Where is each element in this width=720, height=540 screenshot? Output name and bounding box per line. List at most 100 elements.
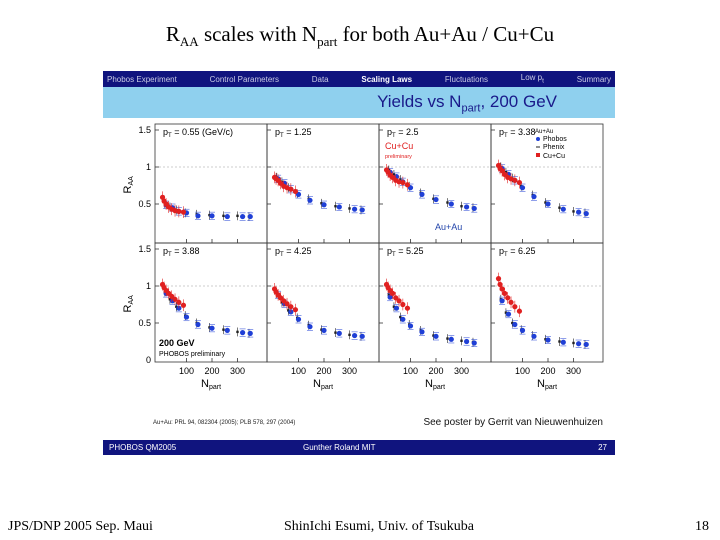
phobos-point xyxy=(307,324,313,330)
title-text-r: R xyxy=(165,22,180,46)
phenix-point xyxy=(511,321,514,325)
phenix-point xyxy=(348,333,351,337)
banner-title-sub: part xyxy=(461,102,481,115)
phenix-point xyxy=(348,207,351,210)
annotation-auau: Au+Au xyxy=(435,222,462,232)
panel-label: pT = 2.5 xyxy=(387,127,418,139)
phobos-point xyxy=(195,213,201,219)
phenix-point xyxy=(334,331,337,334)
phenix-point xyxy=(572,210,575,213)
y-tick-label: 0.5 xyxy=(138,199,151,209)
phenix-point xyxy=(208,326,211,329)
cucu-point xyxy=(508,299,514,305)
phenix-point xyxy=(287,309,290,312)
x-tick-label: 200 xyxy=(540,366,555,376)
phenix-point xyxy=(320,202,323,205)
phenix-point xyxy=(399,315,402,319)
cucu-point xyxy=(180,302,187,308)
phobos-point xyxy=(209,213,215,219)
cucu-point xyxy=(502,290,508,296)
phobos-point xyxy=(464,338,470,345)
phenix-point xyxy=(168,298,172,301)
nav-item-phobos-experiment[interactable]: Phobos Experiment xyxy=(107,74,177,84)
phobos-point xyxy=(560,206,566,212)
nav-item-low-pt[interactable]: Low pt xyxy=(521,73,544,85)
x-tick-label: 100 xyxy=(179,366,194,376)
title-sub-part: part xyxy=(317,34,338,50)
x-tick-label: 200 xyxy=(316,366,331,376)
phenix-point xyxy=(504,311,508,314)
phobos-point xyxy=(400,316,406,322)
nav-item-scaling-laws[interactable]: Scaling Laws xyxy=(361,74,413,84)
phobos-point xyxy=(393,305,400,311)
phobos-point xyxy=(240,330,246,336)
phobos-point xyxy=(545,337,551,343)
bottom-bar-page: 27 xyxy=(598,443,607,452)
cucu-point xyxy=(512,304,518,310)
phenix-point xyxy=(236,330,239,334)
cucu-point xyxy=(499,286,505,292)
raa-chart: pT = 0.55 (GeV/c) pT = 1.25 pT = 2.5 pT = 3… xyxy=(122,123,604,391)
phenix-point xyxy=(432,197,435,201)
annotation-preliminary: preliminary xyxy=(385,154,412,160)
title-text-suffix: for both Au+Au / Cu+Cu xyxy=(337,22,555,46)
annotation-energy: 200 GeV xyxy=(159,338,195,348)
nav-item-fluctuations[interactable]: Fluctuations xyxy=(444,74,488,84)
phenix-point xyxy=(432,334,435,337)
panel-4: pT = 3.38 xyxy=(490,123,604,244)
phobos-point xyxy=(419,329,425,335)
phobos-point xyxy=(448,336,454,342)
nav-item-control-parameters[interactable]: Control Parameters xyxy=(209,74,279,84)
navbar: Phobos Experiment Control Parameters Dat… xyxy=(103,71,615,87)
cucu-point xyxy=(516,179,523,186)
phobos-point xyxy=(387,294,393,300)
phenix-point xyxy=(544,338,547,341)
panel-label: pT = 3.38 xyxy=(499,127,535,139)
title-sub-aa: AA xyxy=(179,34,199,50)
phobos-point xyxy=(195,321,201,328)
phobos-point xyxy=(583,211,589,217)
phenix-point xyxy=(334,205,337,208)
cucu-point xyxy=(284,301,290,307)
nav-item-data[interactable]: Data xyxy=(311,74,329,84)
footer-right: 18 xyxy=(695,519,709,534)
cucu-point xyxy=(497,281,503,288)
cucu-point xyxy=(390,290,396,296)
panel-label: pT = 0.55 (GeV/c) xyxy=(163,127,233,139)
phenix-point xyxy=(446,337,449,340)
phobos-point xyxy=(352,332,358,339)
phobos-point xyxy=(359,207,365,213)
phobos-point xyxy=(448,201,454,207)
phenix-point xyxy=(175,305,178,308)
phenix-point xyxy=(208,213,211,217)
references-row: Au+Au: PRL 94, 082304 (2005); PLB 578, 2… xyxy=(103,416,615,432)
embedded-slide: Phobos Experiment Control Parameters Dat… xyxy=(103,71,615,456)
banner-title-suffix: , 200 GeV xyxy=(480,92,557,111)
slide-title: RAA scales with Npart for both Au+Au / C… xyxy=(0,22,720,50)
phobos-point xyxy=(545,201,551,207)
cucu-point xyxy=(404,305,411,311)
phobos-point xyxy=(433,333,439,339)
phenix-point xyxy=(392,173,396,176)
phobos-point xyxy=(307,197,313,203)
phenix-point xyxy=(222,214,225,218)
banner-title: Yields vs Npart, 200 GeV xyxy=(377,92,557,114)
phobos-point xyxy=(512,321,518,328)
cucu-point xyxy=(393,295,399,301)
cucu-point xyxy=(292,188,299,195)
phobos-point xyxy=(359,333,365,339)
cucu-point xyxy=(404,182,411,188)
phobos-point xyxy=(519,185,526,191)
nav-item-summary[interactable]: Summary xyxy=(576,74,611,84)
y-tick-label: 0 xyxy=(146,355,151,365)
panel-label: pT = 3.88 xyxy=(163,246,199,258)
panel-frame xyxy=(154,123,268,244)
phobos-point xyxy=(464,204,470,210)
y-axis-label: RAA xyxy=(122,295,135,313)
phobos-point xyxy=(224,213,230,220)
phobos-point xyxy=(321,327,327,333)
phobos-point xyxy=(336,330,342,336)
panel-2: pT = 1.25 xyxy=(266,123,380,244)
phobos-point xyxy=(240,213,246,220)
phobos-point xyxy=(471,340,477,346)
